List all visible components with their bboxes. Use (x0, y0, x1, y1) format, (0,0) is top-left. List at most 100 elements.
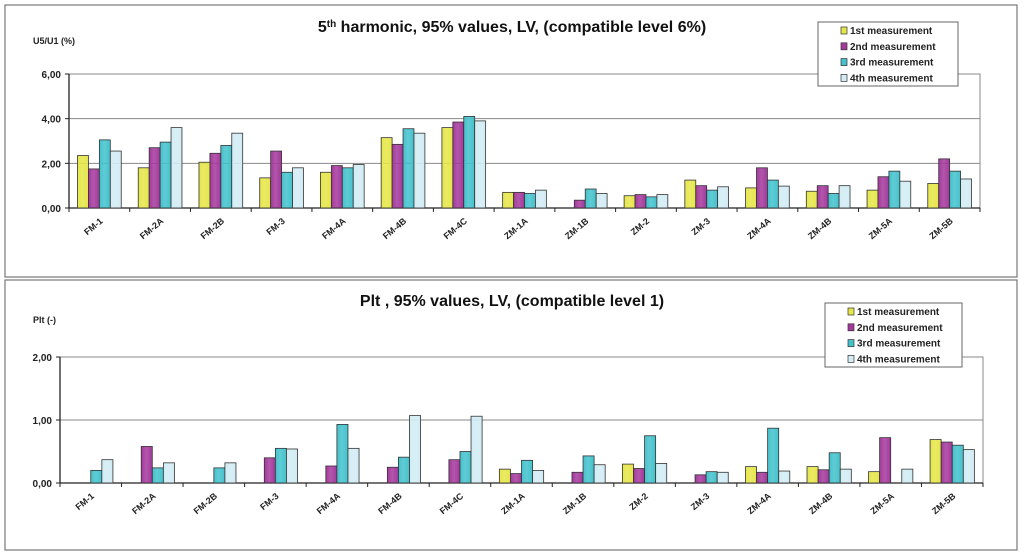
bar-zm-5a-series-4 (901, 468, 914, 484)
bar-zm-1a-series-2 (513, 191, 525, 209)
bar-zm-3-series-3 (705, 471, 718, 484)
legend-label: 1st measurement (850, 26, 933, 37)
bar-zm-5a-series-1 (868, 471, 881, 484)
bar-fm-3-series-3 (274, 447, 287, 484)
bar-zm-2-series-3 (644, 435, 657, 484)
bar-fm-4c-series-4 (470, 415, 483, 484)
bar-fm-4b-series-2 (391, 143, 404, 209)
bar-zm-1a-series-3 (524, 193, 536, 209)
bar-fm-4a-series-2 (330, 165, 343, 209)
bar-zm-1b-series-4 (595, 193, 608, 209)
bar-fm-3-series-1 (259, 177, 272, 209)
bar-fm-4c-series-1 (441, 127, 454, 209)
bar-fm-4a-series-4 (347, 447, 360, 484)
bar-zm-1a-series-4 (535, 189, 547, 209)
bar-zm-3-series-3 (706, 189, 719, 209)
legend: 1st measurement 2nd measurement 3rd measur… (824, 302, 963, 368)
bar-zm-1a-series-1 (498, 468, 511, 484)
bar-zm-1a-series-3 (521, 459, 533, 484)
bar-fm-4b-series-4 (409, 415, 421, 484)
bar-zm-4b-series-4 (839, 468, 852, 484)
bar-zm-2-series-4 (655, 463, 668, 484)
bar-fm-2b-series-2 (209, 152, 222, 209)
bar-fm-2a-series-2 (148, 147, 161, 209)
bar-zm-2-series-3 (645, 196, 658, 209)
bar-zm-4b-series-3 (827, 193, 840, 209)
bar-fm-2b-series-3 (220, 145, 233, 209)
bar-zm-4a-series-1 (745, 466, 757, 484)
bar-fm-4c-series-3 (459, 451, 472, 484)
bar-fm-2b-series-1 (198, 161, 211, 209)
legend-swatch (847, 307, 855, 316)
bar-fm-2a-series-2 (140, 446, 153, 484)
bar-zm-4b-series-3 (828, 452, 841, 484)
legend-swatch (840, 58, 848, 66)
legend-swatch (847, 355, 855, 363)
legend-label: 4th measurement (850, 73, 933, 84)
bar-fm-1-series-1 (77, 155, 89, 209)
legend-swatch (840, 42, 848, 51)
title-main: 5 (318, 19, 327, 36)
bar-fm-3-series-4 (292, 167, 304, 209)
legend: 1st measurement 2nd measurement 3rd measur… (817, 21, 959, 87)
legend-label: 4th measurement (857, 354, 940, 365)
bar-zm-1b-series-3 (582, 455, 595, 484)
legend-label: 3rd measurement (850, 58, 934, 69)
bar-zm-1a-series-2 (510, 473, 522, 484)
bar-zm-5b-series-1 (927, 183, 940, 209)
bar-fm-4b-series-2 (386, 466, 399, 484)
bar-zm-1a-series-4 (532, 469, 545, 484)
legend-swatch (847, 339, 855, 347)
bar-fm-1-series-2 (88, 168, 100, 209)
y-tick-label: 0,00 (33, 479, 53, 490)
bar-zm-4b-series-1 (806, 466, 819, 484)
y-tick-label: 4,00 (42, 115, 62, 126)
bar-zm-2-series-2 (634, 194, 647, 209)
bar-fm-4c-series-4 (474, 120, 487, 209)
bar-fm-2a-series-4 (170, 127, 183, 209)
bar-zm-4b-series-4 (838, 185, 851, 209)
legend-label: 2nd measurement (850, 42, 936, 53)
bar-zm-1b-series-4 (593, 464, 606, 484)
y-tick-label: 0,00 (42, 204, 62, 215)
bar-zm-5b-series-2 (940, 441, 953, 484)
bar-zm-4a-series-2 (756, 167, 768, 209)
chart-title: 5th harmonic, 95% values, LV, (compatibl… (318, 19, 706, 37)
title-rest: harmonic, 95% values, LV, (compatible le… (336, 19, 706, 36)
bar-fm-2a-series-3 (159, 141, 172, 209)
bar-zm-5b-series-2 (938, 158, 951, 209)
bar-zm-5b-series-3 (951, 444, 964, 484)
bar-zm-1b-series-2 (571, 471, 584, 484)
bar-fm-3-series-4 (286, 448, 298, 484)
bar-zm-4a-series-1 (745, 187, 757, 209)
bar-zm-4a-series-4 (778, 470, 791, 484)
bar-zm-1b-series-3 (584, 188, 597, 209)
bar-fm-4c-series-2 (448, 459, 461, 484)
bar-zm-4a-series-2 (756, 471, 769, 484)
bar-fm-4a-series-2 (325, 465, 338, 484)
bar-fm-3-series-2 (263, 457, 276, 484)
legend-swatch (847, 323, 855, 332)
bar-fm-1-series-4 (109, 150, 122, 209)
y-tick-label: 2,00 (33, 353, 53, 364)
bar-fm-4b-series-3 (402, 128, 415, 209)
bar-zm-5a-series-3 (888, 170, 901, 209)
y-tick-label: 2,00 (42, 159, 62, 170)
y-tick-label: 6,00 (42, 70, 62, 81)
y-axis-label: U5/U1 (%) (33, 36, 75, 46)
legend-label: 1st measurement (857, 307, 940, 318)
bar-fm-4b-series-3 (398, 456, 410, 484)
bar-fm-2a-series-3 (151, 467, 164, 484)
bar-fm-4a-series-3 (341, 167, 354, 209)
harmonic-chart: 5th harmonic, 95% values, LV, (compatibl… (4, 4, 1018, 278)
bar-fm-1-series-4 (101, 459, 114, 484)
y-axis-label: Plt (-) (33, 315, 56, 325)
y-tick-label: 1,00 (33, 416, 53, 427)
bar-zm-5a-series-4 (899, 180, 912, 209)
bar-fm-2b-series-3 (213, 467, 226, 484)
bar-fm-2a-series-1 (137, 167, 150, 209)
bar-zm-2-series-4 (656, 194, 669, 209)
bar-fm-4c-series-2 (452, 121, 465, 209)
bar-fm-1-series-3 (90, 469, 103, 484)
